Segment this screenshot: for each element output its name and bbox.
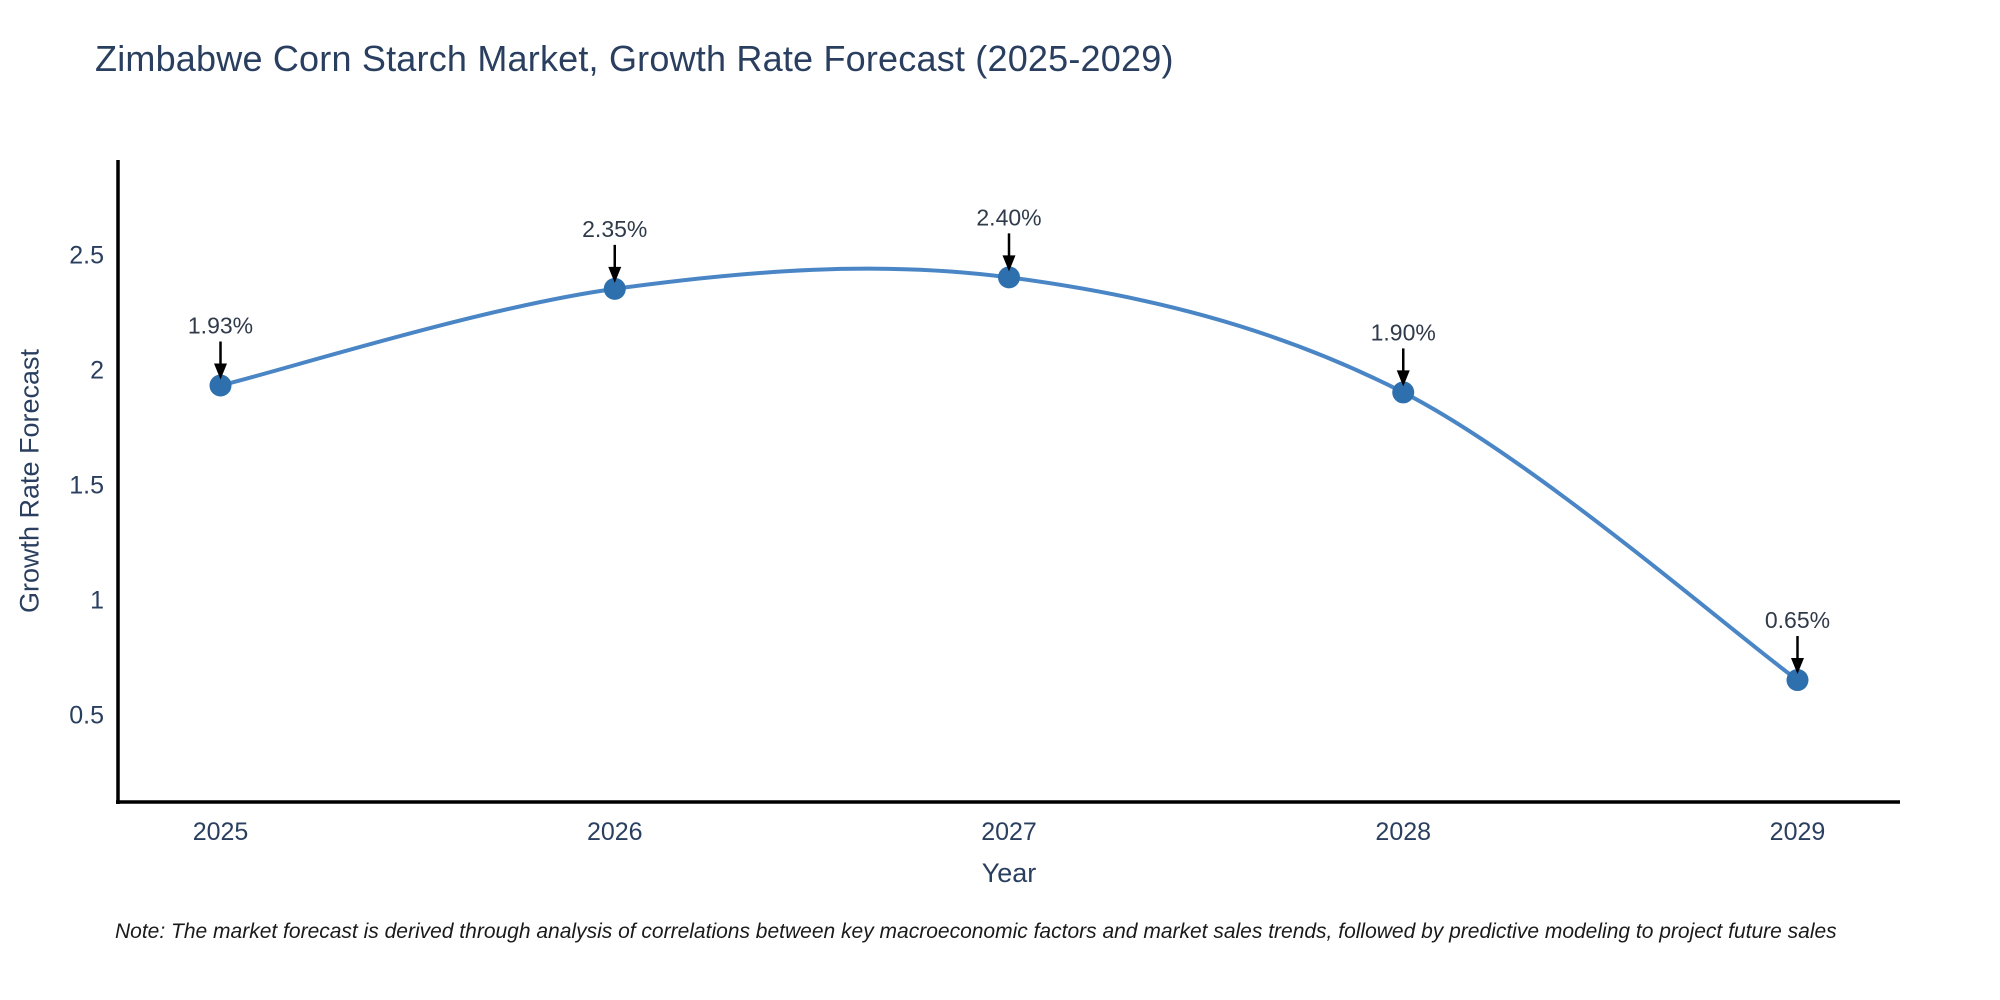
annotation-arrowhead-icon: [214, 363, 228, 380]
x-tick-label: 2025: [193, 818, 249, 846]
x-tick-label: 2027: [981, 818, 1037, 846]
footnote: Note: The market forecast is derived thr…: [115, 920, 1837, 943]
x-tick-label: 2029: [1770, 818, 1826, 846]
data-point-label: 1.93%: [188, 313, 253, 339]
annotation-arrowhead-icon: [1002, 255, 1016, 272]
data-point-label: 2.40%: [976, 204, 1041, 230]
y-axis-label: Growth Rate Forecast: [14, 348, 45, 614]
data-point-marker: [603, 277, 626, 300]
y-tick-label: 2.5: [69, 241, 104, 269]
y-tick-label: 0.5: [69, 702, 104, 730]
x-tick-label: 2026: [587, 818, 643, 846]
forecast-line: [218, 266, 1800, 683]
data-point-label: 1.90%: [1371, 319, 1436, 345]
x-tick-label: 2028: [1375, 818, 1431, 846]
annotation-arrowhead-icon: [1396, 370, 1410, 387]
data-point-marker: [998, 266, 1020, 289]
y-tick-label: 1.5: [69, 471, 104, 499]
x-axis-label: Year: [981, 858, 1037, 888]
y-tick-label: 1: [90, 587, 104, 615]
data-point-marker: [1392, 381, 1415, 404]
data-point-marker: [209, 374, 232, 397]
annotation-arrowhead-icon: [1790, 658, 1804, 675]
data-point-label: 2.35%: [582, 216, 647, 242]
y-tick-label: 2: [90, 356, 104, 384]
data-point-marker: [1786, 669, 1809, 692]
chart-title: Zimbabwe Corn Starch Market, Growth Rate…: [95, 38, 1174, 79]
annotation-arrowhead-icon: [608, 266, 622, 283]
data-point-label: 0.65%: [1765, 607, 1830, 633]
